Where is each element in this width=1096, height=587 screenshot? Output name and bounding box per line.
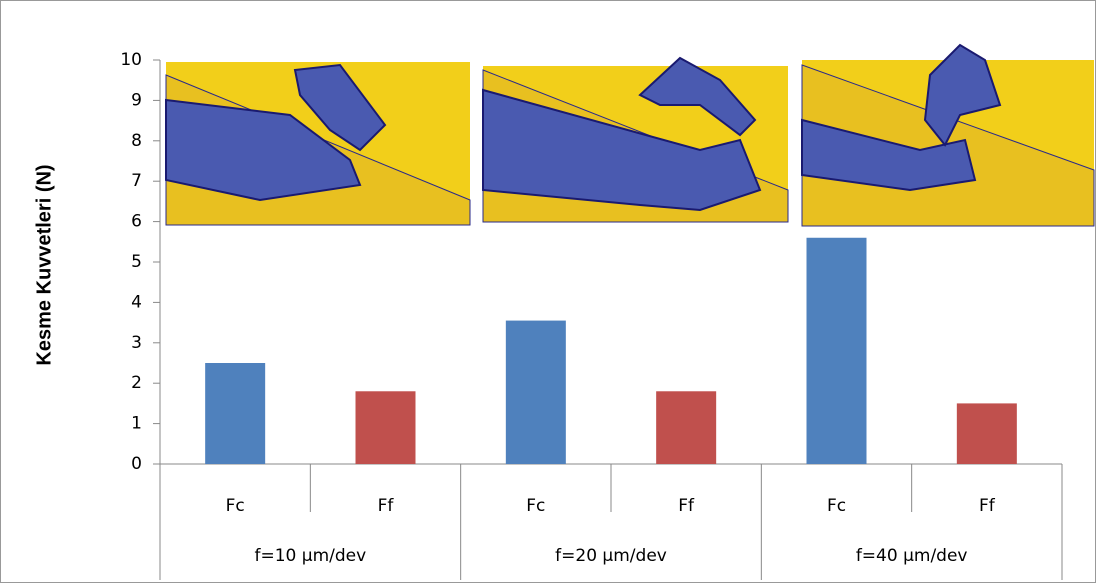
group-label: f=10 µm/dev [254, 546, 366, 566]
mesh-image-2 [483, 58, 788, 222]
bar [356, 391, 416, 464]
bar [506, 321, 566, 464]
y-tick-label: 8 [131, 131, 142, 151]
bar [807, 238, 867, 464]
x-tick-label: Fc [827, 496, 846, 516]
x-tick-label: Fc [226, 496, 245, 516]
x-tick-label: Fc [526, 496, 545, 516]
bar [656, 391, 716, 464]
bar [205, 363, 265, 464]
y-tick-label: 1 [131, 414, 142, 434]
x-tick-label: Ff [678, 496, 695, 516]
y-tick-label: 0 [131, 454, 142, 474]
y-tick-label: 7 [131, 171, 142, 191]
y-tick-label: 4 [131, 292, 142, 312]
y-axis-label: Kesme Kuvvetleri (N) [33, 164, 55, 365]
x-tick-label: Ff [979, 496, 996, 516]
chart: Kesme Kuvvetleri (N) 0 1 2 3 4 5 6 7 8 9 10 Fc Ff Fc F… [0, 0, 1096, 583]
y-tick-label: 3 [131, 333, 142, 353]
group-label: f=20 µm/dev [555, 546, 667, 566]
y-tick-label: 2 [131, 373, 142, 393]
y-tick-label: 5 [131, 252, 142, 272]
bar [957, 403, 1017, 464]
y-tick-label: 9 [131, 90, 142, 110]
mesh-images [166, 45, 1094, 226]
x-tick-label: Ff [378, 496, 395, 516]
y-tick-label: 10 [120, 50, 142, 70]
group-label: f=40 µm/dev [856, 546, 968, 566]
mesh-image-1 [166, 62, 470, 225]
mesh-image-3 [802, 45, 1094, 226]
y-tick-label: 6 [131, 212, 142, 232]
